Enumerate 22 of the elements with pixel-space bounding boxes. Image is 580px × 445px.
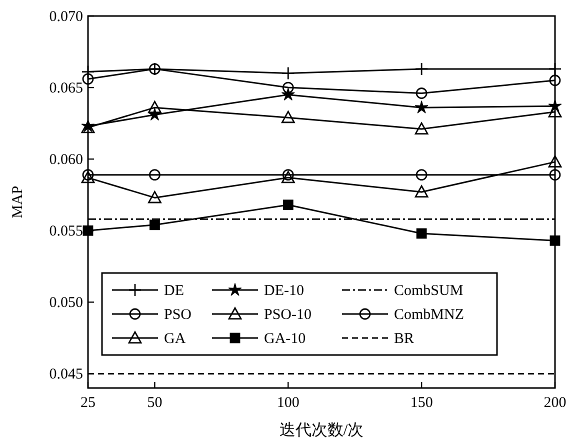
legend-label: PSO xyxy=(164,307,192,323)
x-tick-label: 100 xyxy=(276,395,300,411)
x-tick-label: 25 xyxy=(80,395,96,411)
y-tick-label: 0.055 xyxy=(49,224,83,240)
y-tick-label: 0.065 xyxy=(49,80,83,97)
legend-label: CombSUM xyxy=(394,283,464,299)
y-axis-title: MAP xyxy=(10,186,26,218)
legend-label: PSO-10 xyxy=(264,307,312,323)
y-tick-label: 0.045 xyxy=(49,366,83,383)
x-axis-title: 迭代次数/次 xyxy=(279,421,364,439)
y-tick-label: 0.050 xyxy=(49,295,83,312)
legend-label: CombMNZ xyxy=(394,307,464,323)
legend-label: BR xyxy=(394,331,414,347)
legend-label: GA xyxy=(164,331,186,347)
x-tick-label: 200 xyxy=(544,395,566,411)
x-tick-label: 150 xyxy=(410,395,433,411)
x-tick-label: 50 xyxy=(147,395,162,411)
legend-label: GA-10 xyxy=(264,331,306,347)
legend-label: DE-10 xyxy=(264,283,304,299)
legend-label: DE xyxy=(164,283,184,299)
y-tick-label: 0.070 xyxy=(49,9,83,25)
y-tick-label: 0.060 xyxy=(49,152,83,168)
